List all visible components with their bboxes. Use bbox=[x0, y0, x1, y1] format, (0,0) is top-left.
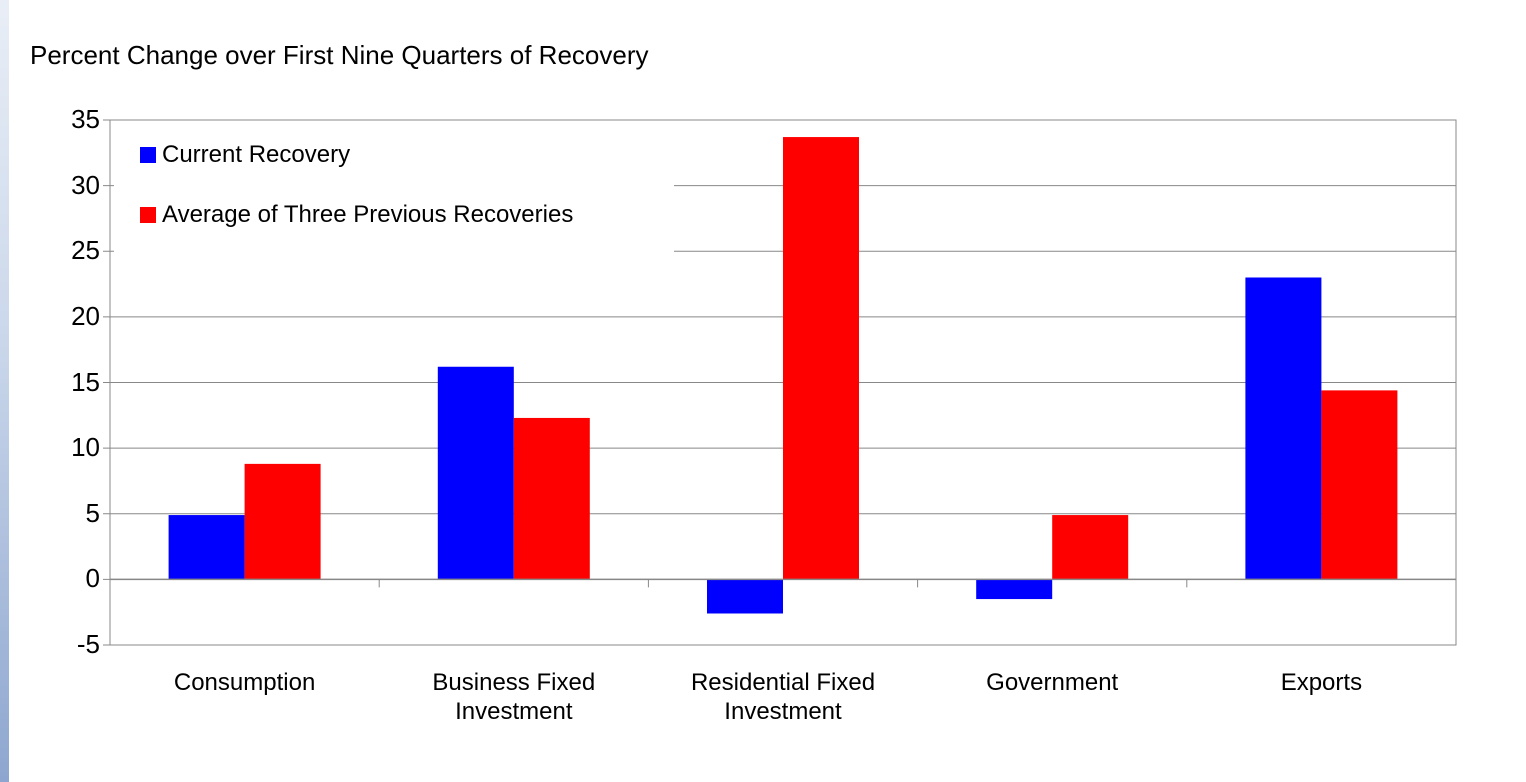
slide-edge-decoration bbox=[0, 0, 9, 782]
x-category-label-3: Government bbox=[986, 669, 1119, 696]
bar-series1-cat0 bbox=[244, 463, 321, 580]
legend-label-current: Current Recovery bbox=[162, 141, 351, 168]
bar-series1-cat3 bbox=[1052, 515, 1129, 580]
x-category-label-0: Consumption bbox=[173, 669, 316, 696]
legend-swatch-blue bbox=[140, 147, 156, 163]
bar-series0-cat3 bbox=[976, 579, 1053, 600]
x-category-label-4: Exports bbox=[1280, 669, 1363, 696]
bar-series0-cat2 bbox=[707, 579, 783, 614]
legend-swatch-red bbox=[140, 207, 156, 223]
y-tick-label-7: 0 bbox=[85, 563, 100, 594]
y-tick-label-2: 25 bbox=[71, 235, 100, 266]
chart-title: Percent Change over First Nine Quarters … bbox=[30, 40, 649, 70]
y-tick-label-8: -5 bbox=[76, 629, 100, 659]
bar-series0-cat4 bbox=[1245, 277, 1322, 580]
y-tick-label-6: 5 bbox=[85, 497, 100, 528]
bar-series0-cat0 bbox=[168, 515, 245, 580]
legend-item-current: Current Recovery bbox=[114, 140, 674, 170]
legend-label-average: Average of Three Previous Recoveries bbox=[162, 201, 574, 228]
axes bbox=[103, 119, 1457, 646]
x-category-label-1: Business Fixed Investment bbox=[432, 669, 596, 725]
y-tick-label-1: 30 bbox=[71, 169, 100, 200]
bars bbox=[168, 137, 1398, 614]
bar-series1-cat1 bbox=[513, 417, 590, 580]
bar-series1-cat2 bbox=[783, 137, 859, 580]
y-tick-label-0: 35 bbox=[71, 104, 100, 134]
gridlines bbox=[110, 185, 1456, 580]
legend: Current Recovery Average of Three Previo… bbox=[114, 140, 674, 260]
legend-item-average: Average of Three Previous Recoveries bbox=[114, 200, 674, 230]
bar-series0-cat1 bbox=[437, 366, 514, 580]
y-tick-label-5: 10 bbox=[71, 432, 100, 463]
x-category-label-2: Residential Fixed Investment bbox=[690, 669, 876, 725]
y-tick-label-3: 20 bbox=[71, 300, 100, 331]
y-tick-label-4: 15 bbox=[71, 366, 100, 397]
bar-series1-cat4 bbox=[1321, 390, 1398, 580]
